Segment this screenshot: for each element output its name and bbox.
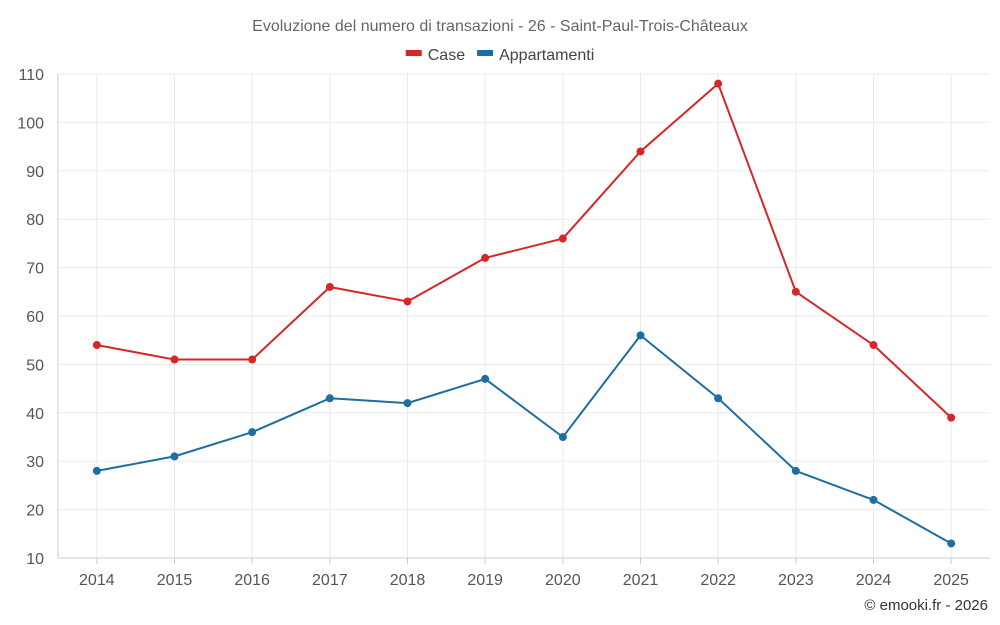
x-tick-label: 2014	[79, 572, 115, 589]
data-point-appartamenti[interactable]	[403, 399, 412, 408]
y-tick-label: 10	[26, 551, 44, 568]
x-tick-label: 2018	[390, 572, 426, 589]
data-point-case[interactable]	[170, 355, 179, 364]
x-tick-label: 2021	[623, 572, 659, 589]
y-tick-label: 110	[18, 67, 44, 84]
x-tick-label: 2020	[545, 572, 581, 589]
series-line-case	[96, 82, 952, 419]
series-line-appartamenti	[96, 334, 952, 545]
data-point-case[interactable]	[248, 355, 257, 364]
data-point-appartamenti[interactable]	[791, 466, 800, 475]
y-tick-label: 90	[26, 164, 44, 181]
data-point-case[interactable]	[481, 253, 490, 262]
legend-item-appartamenti[interactable]: Appartamenti	[477, 47, 594, 64]
data-point-case[interactable]	[947, 413, 956, 422]
legend-swatch	[477, 50, 494, 56]
data-point-appartamenti[interactable]	[170, 452, 179, 461]
data-point-case[interactable]	[636, 147, 645, 156]
chart-title: Evoluzione del numero di transazioni - 2…	[252, 18, 748, 35]
y-tick-label: 70	[26, 261, 44, 278]
data-point-appartamenti[interactable]	[558, 433, 567, 441]
legend-label: Appartamenti	[499, 47, 594, 64]
y-tick-label: 30	[26, 454, 44, 471]
y-tick-label: 40	[26, 406, 44, 423]
x-tick-label: 2022	[700, 572, 736, 589]
axes: 2014 2015 2016 2017 2018 2019 2020 2021 2022 2023…	[57, 74, 990, 589]
legend: Case Appartamenti	[405, 47, 594, 64]
y-tick-label: 60	[26, 309, 44, 326]
data-point-case[interactable]	[325, 282, 334, 291]
x-tick-label: 2023	[778, 572, 814, 589]
y-tick-label: 80	[26, 212, 44, 229]
data-point-case[interactable]	[403, 297, 412, 306]
x-tick-label: 2025	[933, 572, 969, 589]
grid: 10 20 30 40 50 60 70 80 90 100 110	[17, 67, 990, 568]
data-point-case[interactable]	[791, 287, 800, 296]
series	[92, 79, 956, 548]
y-tick-label: 20	[26, 503, 44, 520]
data-point-case[interactable]	[714, 79, 723, 88]
data-point-appartamenti[interactable]	[325, 394, 334, 403]
x-tick-label: 2016	[234, 572, 270, 589]
y-tick-label: 100	[17, 115, 44, 132]
x-tick-label: 2017	[312, 572, 348, 589]
data-point-appartamenti[interactable]	[869, 495, 878, 504]
legend-label: Case	[428, 47, 465, 64]
data-point-appartamenti[interactable]	[947, 539, 956, 548]
credit-text: © emooki.fr - 2026	[864, 597, 988, 614]
data-point-appartamenti[interactable]	[714, 394, 723, 403]
legend-item-case[interactable]: Case	[405, 47, 465, 64]
data-point-case[interactable]	[558, 234, 567, 243]
data-point-appartamenti[interactable]	[636, 331, 645, 340]
data-point-appartamenti[interactable]	[481, 374, 490, 383]
data-point-appartamenti[interactable]	[248, 428, 257, 437]
x-tick-label: 2019	[467, 572, 503, 589]
y-tick-label: 50	[26, 357, 44, 374]
data-point-case[interactable]	[92, 341, 101, 350]
data-point-case[interactable]	[869, 341, 878, 350]
x-tick-label: 2024	[856, 572, 892, 589]
data-point-appartamenti[interactable]	[92, 466, 101, 475]
legend-swatch	[405, 50, 422, 56]
x-tick-label: 2015	[157, 572, 193, 589]
